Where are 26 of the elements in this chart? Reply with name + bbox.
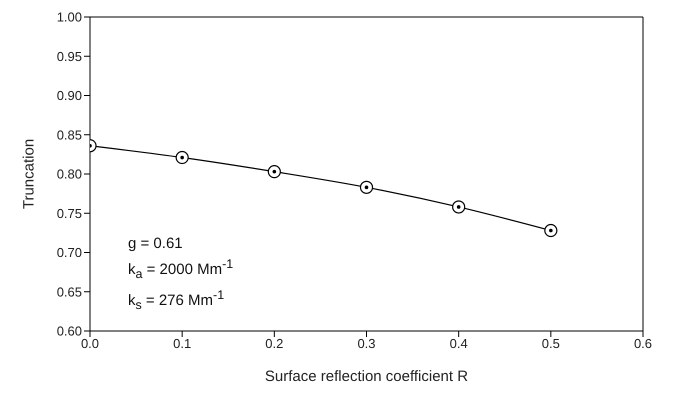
x-tick-label: 0.3 xyxy=(357,336,376,352)
y-tick-label: 0.90 xyxy=(56,88,82,104)
y-tick-label: 0.85 xyxy=(56,127,82,142)
annotation: g = 0.61 xyxy=(128,234,184,254)
point xyxy=(544,224,558,238)
point xyxy=(268,165,281,178)
point xyxy=(176,150,189,164)
y-axis-title: Truncation xyxy=(20,138,38,210)
y-tick-label: 0.80 xyxy=(56,166,82,182)
y-tick-label: 0.70 xyxy=(56,245,82,260)
x-axis-title: Surface reflection coefficient R xyxy=(264,368,468,385)
y-tick-label: 0.95 xyxy=(56,48,82,64)
point xyxy=(452,200,466,214)
annotation: k$_{s}$ = 276 Mm$^{-1}$ xyxy=(128,287,226,314)
x-tick-label: 0.4 xyxy=(450,336,468,352)
x-tick-label: 0.1 xyxy=(173,336,192,352)
point xyxy=(360,180,374,194)
x-tick-label: 0.2 xyxy=(265,336,284,352)
y-tick-label: 0.60 xyxy=(56,324,82,339)
x-tick-label: 0.0 xyxy=(80,336,100,352)
x-tick-label: 0.6 xyxy=(634,336,652,352)
y-tick-label: 0.75 xyxy=(56,206,82,221)
annotation: k$_{a}$ = 2000 Mm$^{-1}$ xyxy=(128,256,234,283)
y-tick-label: 0.65 xyxy=(56,284,82,300)
x-tick-label: 0.5 xyxy=(542,336,560,352)
y-tick-label: 1.00 xyxy=(56,10,82,25)
